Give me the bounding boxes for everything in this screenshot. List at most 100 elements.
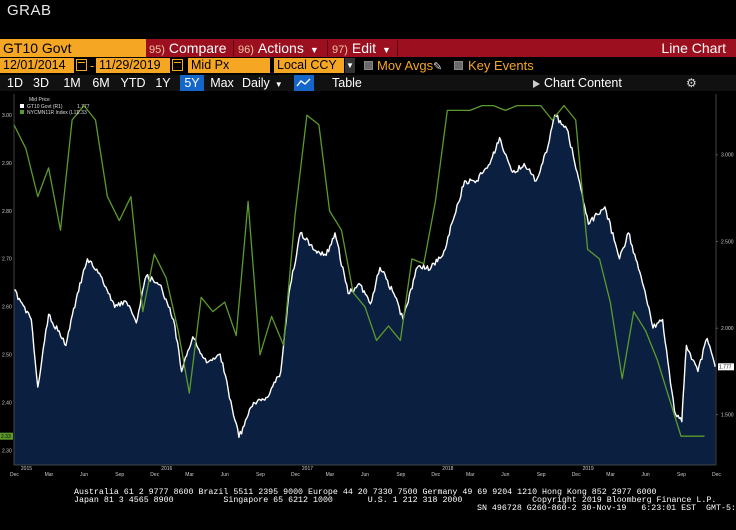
left-axis-tick-label: 3.00 [2, 113, 12, 119]
x-axis-tick-label: Dec [150, 472, 159, 478]
mov-avgs-checkbox[interactable] [364, 61, 373, 70]
range-ytd[interactable]: YTD [120, 76, 146, 90]
calendar-icon[interactable] [172, 59, 183, 71]
last-value-tag-left: 2.33 [0, 432, 13, 440]
range-3d[interactable]: 3D [33, 76, 49, 90]
chart-legend: Mid Price GT10 Govt (R1) 1.777 NYCMN11R … [20, 97, 90, 116]
x-axis-tick-label: Mar [45, 472, 54, 478]
x-axis-tick-label: Jun [361, 472, 369, 478]
table-button[interactable]: Table [332, 76, 362, 90]
pencil-icon[interactable]: ✎ [433, 61, 443, 73]
frequency-select[interactable]: Daily ▼ [242, 75, 288, 91]
range-max[interactable]: Max [210, 76, 234, 90]
price-field-select[interactable]: Mid Px [188, 58, 270, 73]
x-axis-tick-label: Sep [677, 472, 686, 478]
x-axis-tick-label: Sep [256, 472, 265, 478]
toolbar-divider [327, 40, 328, 56]
start-date-field[interactable]: 12/01/2014 [0, 58, 74, 73]
left-axis-tick-label: 2.90 [2, 161, 12, 167]
actions-button-number: 96) [238, 44, 254, 56]
right-axis-tick-label: 1.500 [721, 413, 734, 419]
play-triangle-icon [533, 80, 540, 88]
chart-area[interactable]: 3.00 2.90 2.80 2.70 2.60 2.50 2.40 2.30 3.000 2.… [0, 92, 736, 482]
ticker-field[interactable]: GT10 Govt [0, 39, 146, 57]
window-title: GRAB [7, 2, 52, 19]
x-axis-tick-label: Jun [501, 472, 509, 478]
last-value-tag-right-text: 1.777 [719, 365, 732, 371]
compare-button-label: Compare [168, 40, 227, 56]
end-date-field[interactable]: 11/29/2019 [96, 58, 170, 73]
settings-bar: 12/01/2014 - 11/29/2019 Mid Px Local CCY… [0, 58, 736, 74]
left-axis-tick-label: 2.60 [2, 305, 12, 311]
x-axis-tick-label: Dec [431, 472, 440, 478]
x-axis-year-label: 2016 [161, 466, 172, 472]
currency-select[interactable]: Local CCY [274, 58, 344, 73]
toolbar-divider [397, 40, 398, 56]
footer-line-1: Australia 61 2 9777 8600 Brazil 5511 239… [74, 488, 657, 497]
x-axis-year-label: 2019 [583, 466, 594, 472]
line-chart-icon[interactable] [294, 75, 314, 91]
x-axis-ticks: Dec Mar Jun Sep Dec Mar Jun Sep Dec Mar Jun Sep Dec M… [10, 466, 721, 478]
key-events-label[interactable]: Key Events [468, 58, 534, 73]
compare-button-number: 95) [149, 44, 165, 56]
gt10-area-fill [14, 115, 716, 465]
left-axis-ticks: 3.00 2.90 2.80 2.70 2.60 2.50 2.40 2.30 [2, 113, 12, 454]
toolbar-divider [233, 40, 234, 56]
nycmn11r-series-line [13, 104, 705, 437]
frequency-label: Daily [242, 76, 270, 90]
gear-icon[interactable]: ⚙ [686, 76, 697, 90]
range-5y[interactable]: 5Y [180, 75, 204, 91]
caret-down-icon: ▼ [382, 45, 391, 55]
legend-entry-gt10: GT10 Govt (R1) [27, 104, 63, 110]
chart-content-button[interactable]: Chart Content [544, 76, 622, 90]
mov-avgs-label[interactable]: Mov Avgs [377, 58, 434, 73]
left-axis-tick-label: 2.30 [2, 448, 12, 454]
x-axis-year-label: 2018 [442, 466, 453, 472]
window-title-bar: GRAB [0, 0, 736, 22]
right-axis-tick-label: 3.000 [721, 153, 734, 159]
x-axis-tick-label: Dec [291, 472, 300, 478]
x-axis-tick-label: Mar [606, 472, 615, 478]
last-value-tag-right: 1.777 [718, 363, 734, 371]
legend-entry-nycmn11r: NYCMN11R Index (L1) [27, 110, 78, 116]
right-axis-ticks: 3.000 2.500 2.000 1.500 [716, 153, 734, 419]
chevron-down-icon[interactable]: ▼ [345, 58, 355, 73]
x-axis-tick-label: Jun [642, 472, 650, 478]
right-axis-tick-label: 2.000 [721, 326, 734, 332]
x-axis-tick-label: Mar [326, 472, 335, 478]
actions-menu-button[interactable]: 96) Actions ▼ [238, 39, 319, 57]
legend-swatch-gt10 [20, 104, 24, 108]
compare-button[interactable]: 95) Compare [149, 39, 227, 57]
x-axis-tick-label: Mar [185, 472, 194, 478]
main-toolbar: GT10 Govt 95) Compare 96) Actions ▼ 97) Edit… [0, 39, 736, 57]
gt10-series-line [13, 114, 716, 438]
edit-button-number: 97) [332, 44, 348, 56]
range-1m[interactable]: 1M [63, 76, 81, 90]
range-6m[interactable]: 6M [92, 76, 110, 90]
caret-down-icon: ▼ [309, 45, 319, 55]
range-1y[interactable]: 1Y [155, 76, 171, 90]
x-axis-tick-label: Dec [572, 472, 581, 478]
line-chart[interactable]: 3.00 2.90 2.80 2.70 2.60 2.50 2.40 2.30 3.000 2.… [0, 92, 736, 482]
left-axis-tick-label: 2.70 [2, 257, 12, 263]
legend-value-gt10: 1.777 [77, 104, 90, 110]
key-events-checkbox[interactable] [454, 61, 463, 70]
footer-line-3: SN 496728 G260-860-2 30-Nov-19 6:23:01 E… [477, 504, 736, 513]
x-axis-tick-label: Jun [80, 472, 88, 478]
edit-menu-button[interactable]: 97) Edit ▼ [332, 39, 391, 57]
range-1d[interactable]: 1D [7, 76, 23, 90]
calendar-icon[interactable] [76, 59, 87, 71]
footer-contact-info: Australia 61 2 9777 8600 Brazil 5511 239… [0, 487, 736, 530]
x-axis-tick-label: Sep [537, 472, 546, 478]
last-value-tag-left-text: 2.33 [1, 434, 11, 440]
legend-header: Mid Price [29, 97, 50, 103]
footer-line-2: Japan 81 3 4565 8900 Singapore 65 6212 1… [74, 496, 717, 505]
legend-value-nycmn11r: 2.33 [77, 110, 87, 116]
date-range-separator: - [90, 58, 95, 73]
legend-swatch-nycmn11r [20, 110, 24, 114]
range-bar: 1D 3D 1M 6M YTD 1Y 5Y Max Daily ▼ Table C… [0, 75, 736, 91]
x-axis-year-label: 2017 [302, 466, 313, 472]
left-axis-tick-label: 2.80 [2, 209, 12, 215]
left-axis-tick-label: 2.50 [2, 353, 12, 359]
x-axis-tick-label: Sep [396, 472, 405, 478]
